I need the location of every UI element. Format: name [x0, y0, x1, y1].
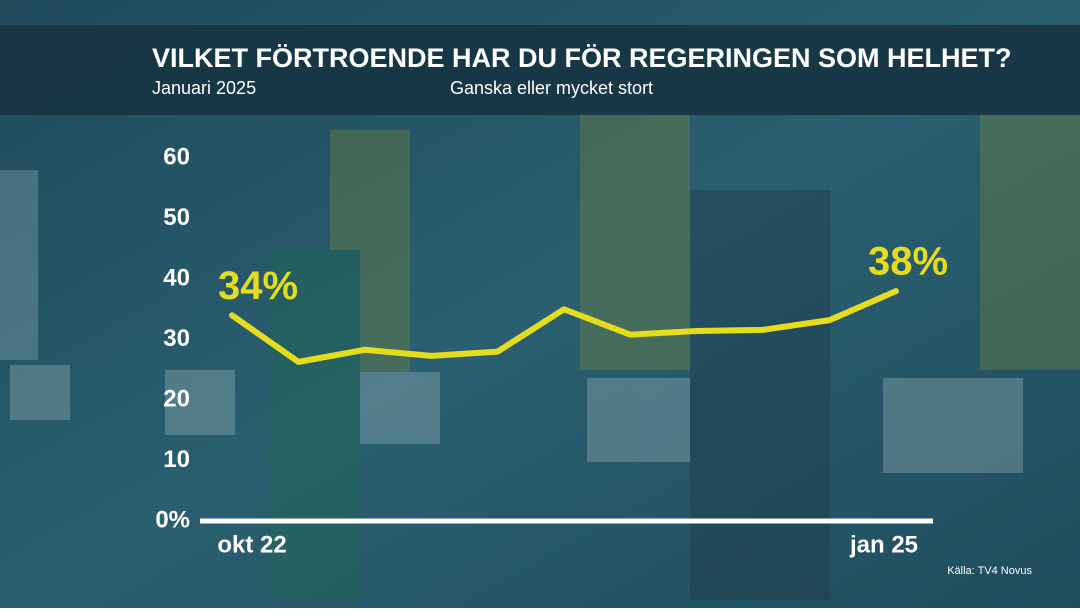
date-label: Januari 2025: [152, 78, 256, 98]
y-tick-label: 60: [163, 143, 190, 170]
chart-title: VILKET FÖRTROENDE HAR DU FÖR REGERINGEN …: [152, 43, 1012, 73]
data-label: 34%: [218, 264, 298, 308]
source: Källa: TV4 Novus: [947, 565, 1032, 577]
y-tick-label: 20: [163, 385, 190, 412]
background-scene: [0, 110, 1080, 600]
x-tick-label: okt 22: [217, 531, 286, 558]
y-tick-label: 50: [163, 204, 190, 231]
x-tick-label: jan 25: [849, 531, 918, 558]
y-tick-label: 30: [163, 325, 190, 352]
y-tick-label: 10: [163, 446, 190, 473]
data-label: 38%: [868, 240, 948, 284]
series-line: [229, 288, 899, 365]
y-tick-label: 40: [163, 264, 190, 291]
title-band: [0, 25, 1080, 115]
subtitle: Ganska eller mycket stort: [450, 78, 653, 98]
y-tick-label: 0%: [155, 506, 190, 533]
